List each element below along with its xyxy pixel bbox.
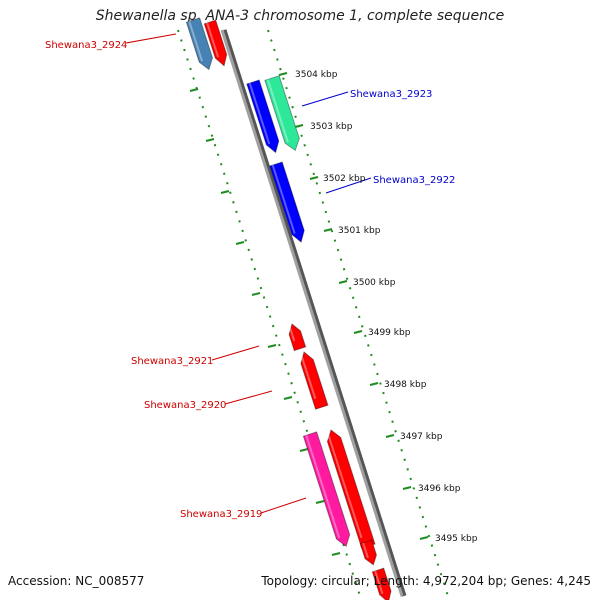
gene-arrow-2920-body (300, 351, 329, 410)
ruler-major-tick (205, 138, 215, 142)
ruler-major-tick (309, 176, 319, 180)
gene-label-2919[interactable]: Shewana3_2919 (180, 509, 262, 520)
backbone-shadow (221, 29, 407, 597)
gene-arrow-2924a (185, 17, 214, 71)
ruler-major-tick (220, 190, 230, 194)
gene-arrow-2921 (288, 323, 307, 352)
ruler-major-tick (299, 448, 309, 452)
gene-arrow-2924b-body (203, 19, 228, 67)
ruler-major-tick (369, 382, 379, 386)
gene-arrow-2923b-body (264, 75, 300, 152)
gene-arrow-next-b-body (371, 567, 392, 600)
ruler-major-tick (189, 88, 199, 92)
gene-label-2922[interactable]: Shewana3_2922 (373, 175, 455, 186)
ruler-major-tick (331, 552, 341, 556)
tick-label-3497: 3497 kbp (400, 432, 443, 442)
ruler-major-tick (419, 536, 429, 540)
gene-arrow-2919a-body (302, 431, 351, 548)
gene-arrow-2919a-highlight (305, 434, 341, 539)
gene-arrow-2920 (299, 351, 329, 410)
gene-leader-line (325, 177, 372, 194)
gene-leader-line (125, 33, 177, 44)
backbone (220, 29, 404, 597)
ruler-major-tick (323, 228, 333, 232)
gene-arrow-2924b (203, 19, 228, 67)
gene-arrow-2920-highlight (299, 352, 317, 400)
ruler-major-tick (402, 486, 412, 490)
gene-label-2920[interactable]: Shewana3_2920 (144, 400, 226, 411)
gene-arrow-2922 (269, 161, 305, 243)
gene-label-2923[interactable]: Shewana3_2923 (350, 89, 432, 100)
tick-label-3498: 3498 kbp (384, 380, 427, 390)
gene-arrow-2921-body (288, 323, 307, 352)
ruler-major-tick (353, 330, 363, 334)
ruler-major-tick (315, 500, 325, 504)
ruler-major-tick (338, 280, 348, 284)
ruler-major-tick (251, 292, 261, 296)
tick-label-3502: 3502 kbp (323, 174, 366, 184)
gene-arrow-next-a-body (359, 539, 378, 566)
tick-label-3496: 3496 kbp (418, 484, 461, 494)
gene-arrow-next-b (371, 567, 392, 600)
ruler-major-tick (294, 124, 304, 128)
gene-arrow-2922-body (269, 161, 305, 243)
gene-arrow-2919b-highlight (326, 430, 363, 539)
ruler-major-tick (267, 344, 277, 348)
ruler-major-tick (278, 72, 288, 76)
tick-label-3495: 3495 kbp (435, 534, 478, 544)
gene-arrow-2924a-body (185, 17, 214, 71)
tick-label-3503: 3503 kbp (310, 122, 353, 132)
gene-arrow-next-a-highlight (362, 542, 369, 559)
tick-label-3504: 3504 kbp (295, 70, 338, 80)
gene-leader-line (260, 497, 307, 514)
gene-arrow-2923a-body (246, 79, 280, 154)
ruler-major-tick (385, 434, 395, 438)
gene-arrow-2921-highlight (288, 324, 296, 342)
tick-label-3499: 3499 kbp (368, 328, 411, 338)
gene-arrow-2924b-highlight (206, 22, 220, 58)
gene-arrow-2922-highlight (271, 164, 296, 234)
gene-arrow-2923b (264, 75, 300, 152)
gene-arrow-2919a (302, 431, 351, 548)
accession-text: Accession: NC_008577 (8, 574, 145, 588)
gene-leader-line (301, 91, 349, 107)
gene-label-2921[interactable]: Shewana3_2921 (131, 356, 213, 367)
gene-arrow-next-b-highlight (374, 570, 384, 595)
gene-leader-line (211, 345, 260, 361)
tick-label-3501: 3501 kbp (338, 226, 381, 236)
tick-label-3500: 3500 kbp (353, 278, 396, 288)
gene-arrow-2923a-highlight (248, 82, 271, 145)
ruler-major-tick (235, 241, 245, 245)
gene-label-2924[interactable]: Shewana3_2924 (45, 40, 127, 51)
genome-summary: Topology: circular; Length: 4,972,204 bp… (261, 574, 591, 588)
gene-leader-line (224, 390, 273, 405)
gene-arrow-2923b-highlight (266, 79, 289, 143)
ruler-major-tick (283, 396, 293, 400)
gene-arrow-2923a (246, 79, 280, 154)
gene-arrow-2924a-highlight (188, 20, 204, 62)
gene-arrow-next-a (359, 539, 378, 566)
